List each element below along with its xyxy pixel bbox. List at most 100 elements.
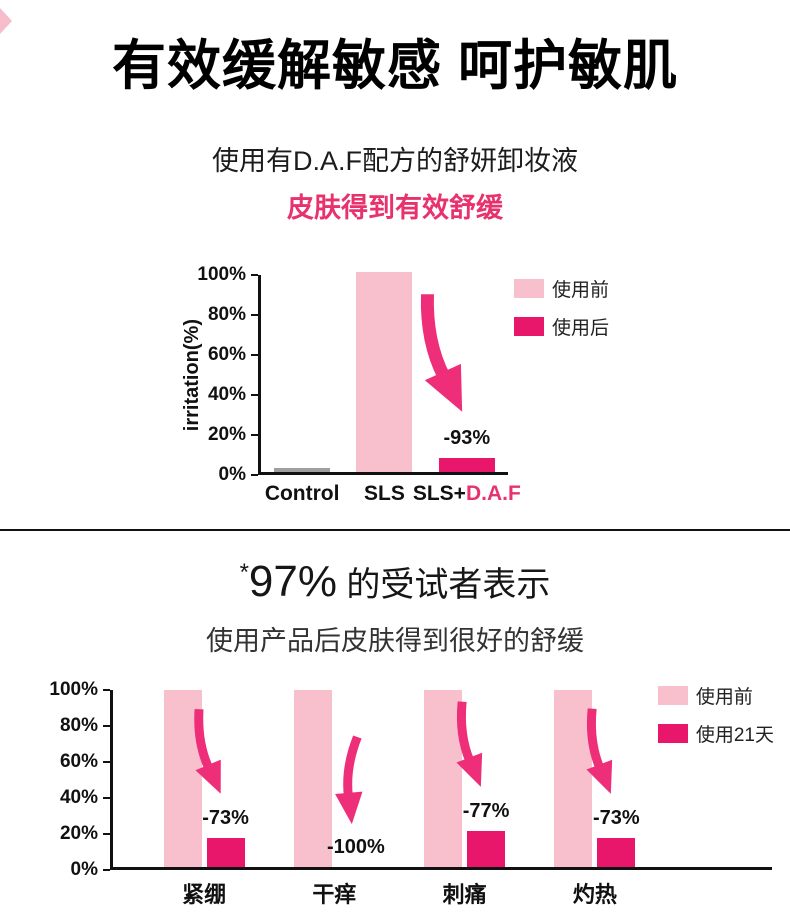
y-tick-mark: [103, 688, 110, 691]
bar-annotation: -73%: [202, 807, 249, 829]
y-axis: 100% 80% 60% 40% 20% 0%: [49, 679, 110, 880]
bar-pair: -100%: [293, 690, 385, 867]
bar-magenta: [467, 830, 506, 867]
y-tick-mark: [250, 273, 258, 276]
y-tick-label: 0%: [70, 858, 98, 880]
bar-pink: [163, 690, 202, 867]
bar-pink: [424, 690, 463, 867]
chart-legend: 使用前使用21天: [657, 682, 774, 747]
x-axis-label: 刺痛: [443, 877, 487, 909]
bar-group: SLS: [343, 271, 425, 505]
x-axis-label: 干痒: [312, 877, 356, 909]
x-axis-label: SLS: [364, 482, 405, 506]
bar-annotation: -73%: [593, 807, 640, 829]
y-tick-label: 20%: [59, 822, 98, 844]
x-axis-label: Control: [265, 482, 340, 506]
y-axis-title: irritation(%): [180, 318, 203, 431]
chart1-highlight-title: 皮肤得到有效舒缓: [287, 192, 503, 223]
bar-group: -93% SLS+D.A.F: [413, 275, 521, 505]
stat-text: 的受试者表示: [336, 565, 551, 604]
y-tick-label: 100%: [197, 263, 246, 285]
legend-label: 使用21天: [695, 724, 774, 746]
bar-slot: [163, 690, 202, 867]
down-arrow-icon: [329, 731, 375, 828]
x-label-text: SLS: [364, 481, 405, 505]
legend-swatch: [657, 685, 688, 705]
bar-pair: -73%: [554, 690, 640, 867]
bar-slot: -73%: [586, 690, 640, 867]
bar-annotation: -93%: [443, 426, 491, 449]
bar-pair: -93%: [420, 275, 495, 472]
y-tick-mark: [250, 393, 258, 396]
y-tick-label: 80%: [59, 714, 98, 736]
irritation-chart: irritation(%) 100% 80% 60% 40% 20% 0% Control…: [0, 264, 790, 505]
bar-pair: -77%: [424, 690, 509, 867]
stat-title: *97% 的受试者表示: [0, 557, 790, 607]
page-title: 有效缓解敏感 呵护敏肌: [111, 36, 678, 96]
bar-slot: [424, 690, 463, 867]
y-axis: 100% 80% 60% 40% 20% 0%: [197, 264, 258, 485]
bar-group: -100% 干痒: [269, 690, 399, 907]
y-tick-label: 80%: [207, 303, 246, 325]
bar-gray: [274, 467, 331, 472]
bar-annotation: -100%: [326, 835, 385, 858]
stat-value: 97%: [248, 556, 337, 606]
bar-slot: [274, 275, 331, 472]
y-tick-mark: [103, 832, 110, 835]
chart2-subtitle: 使用产品后皮肤得到很好的舒缓: [206, 625, 584, 656]
plot-area: 使用前使用21天 -73% 紧绷 -100% 干痒 -77% 刺痛 -73% 灼热: [110, 685, 774, 907]
y-tick-label: 60%: [207, 343, 246, 365]
x-label-text: SLS+: [412, 481, 466, 505]
x-label-text: 刺痛: [442, 881, 487, 907]
legend-label: 使用后: [551, 317, 609, 339]
x-axis-label: 紧绷: [182, 877, 226, 909]
bar-pink: [356, 271, 413, 472]
bar-group: Control: [261, 275, 343, 505]
x-label-accent: D.A.F: [465, 481, 521, 505]
legend-swatch: [513, 316, 544, 336]
y-tick-label: 0%: [218, 463, 246, 485]
x-label-text: 紧绷: [182, 881, 227, 907]
x-axis-label: 灼热: [573, 877, 617, 909]
bar-group: -73% 灼热: [530, 690, 660, 907]
y-axis-title-box: irritation(%): [181, 275, 204, 475]
bar-pair: -73%: [163, 690, 249, 867]
legend-item: 使用前: [657, 682, 774, 709]
y-tick-mark: [103, 760, 110, 763]
legend-item: 使用前: [513, 275, 609, 302]
bar-magenta: [206, 838, 245, 867]
y-tick-mark: [250, 353, 258, 356]
y-tick-mark: [103, 796, 110, 799]
bar-pair: [274, 275, 331, 472]
chart-legend: 使用前 使用后: [513, 275, 609, 340]
bar-slot: [293, 690, 332, 867]
chart1-caption: 使用有D.A.F配方的舒妍卸妆液: [211, 145, 578, 176]
bar-slot: -100%: [327, 690, 385, 867]
y-tick-mark: [103, 868, 110, 871]
section-divider: [0, 528, 790, 531]
x-label-text: Control: [264, 481, 340, 505]
y-tick-label: 40%: [59, 786, 98, 808]
plot-area: Control SLS -93% SLS+D.A.F: [257, 271, 521, 505]
legend-label: 使用前: [695, 686, 753, 708]
bar-slot: -77%: [456, 690, 509, 867]
y-tick-label: 40%: [207, 383, 246, 405]
y-tick-mark: [250, 313, 258, 316]
bar-group: -73% 紧绷: [139, 690, 269, 907]
legend-item: 使用21天: [657, 720, 774, 747]
bar-pink: [293, 690, 332, 867]
y-tick-mark: [103, 724, 110, 727]
y-tick-mark: [250, 473, 258, 476]
y-tick-label: 20%: [207, 423, 246, 445]
y-tick-label: 100%: [49, 678, 98, 700]
bar-pink: [554, 690, 593, 867]
bar-slot: [356, 271, 413, 472]
bar-magenta: [438, 457, 495, 472]
footnote-asterisk: *: [239, 558, 249, 586]
bar-annotation: -77%: [462, 799, 510, 822]
bar-group: -77% 刺痛: [400, 690, 530, 907]
bar-magenta: [597, 838, 636, 867]
legend-label: 使用前: [551, 279, 609, 301]
x-label-text: 灼热: [572, 881, 617, 907]
